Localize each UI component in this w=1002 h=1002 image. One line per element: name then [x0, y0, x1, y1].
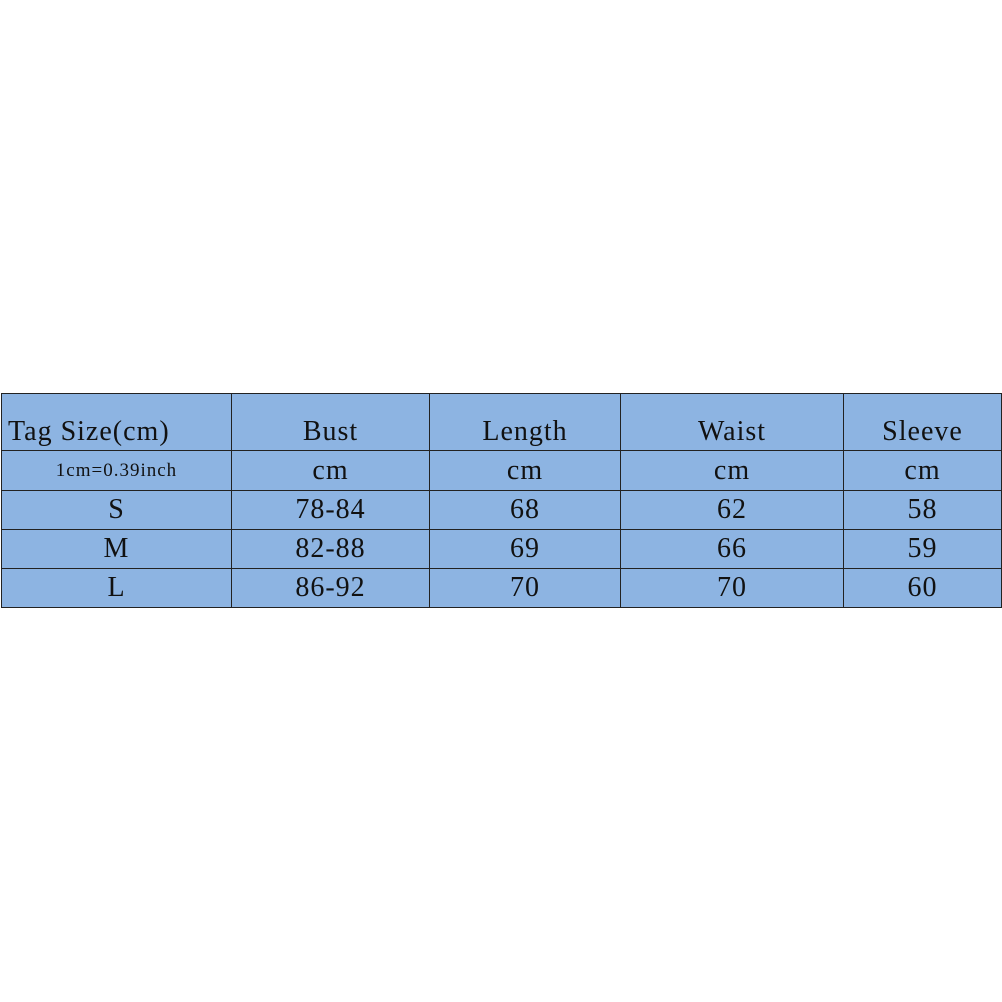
header-sleeve: Sleeve — [843, 393, 1002, 451]
sleeve-cell: 59 — [843, 529, 1002, 569]
header-waist: Waist — [620, 393, 844, 451]
header-bust: Bust — [231, 393, 430, 451]
header-length: Length — [429, 393, 621, 451]
sleeve-cell: 58 — [843, 490, 1002, 530]
length-cell: 70 — [429, 568, 621, 608]
size-cell: S — [1, 490, 232, 530]
unit-conversion: 1cm=0.39inch — [1, 450, 232, 491]
table-row: S 78-84 68 62 58 — [1, 490, 1002, 530]
table-row: M 82-88 69 66 59 — [1, 529, 1002, 569]
size-chart-table: Tag Size(cm) Bust Length Waist Sleeve 1c… — [1, 393, 1002, 608]
unit-cell: cm — [429, 450, 621, 491]
unit-cell: cm — [843, 450, 1002, 491]
waist-cell: 62 — [620, 490, 844, 530]
size-cell: L — [1, 568, 232, 608]
unit-cell: cm — [620, 450, 844, 491]
bust-cell: 86-92 — [231, 568, 430, 608]
header-tag-size: Tag Size(cm) — [1, 393, 232, 451]
length-cell: 69 — [429, 529, 621, 569]
sleeve-cell: 60 — [843, 568, 1002, 608]
bust-cell: 78-84 — [231, 490, 430, 530]
unit-cell: cm — [231, 450, 430, 491]
size-cell: M — [1, 529, 232, 569]
bust-cell: 82-88 — [231, 529, 430, 569]
waist-cell: 70 — [620, 568, 844, 608]
header-row: Tag Size(cm) Bust Length Waist Sleeve — [1, 393, 1002, 451]
units-row: 1cm=0.39inch cm cm cm cm — [1, 450, 1002, 491]
waist-cell: 66 — [620, 529, 844, 569]
length-cell: 68 — [429, 490, 621, 530]
table-row: L 86-92 70 70 60 — [1, 568, 1002, 608]
